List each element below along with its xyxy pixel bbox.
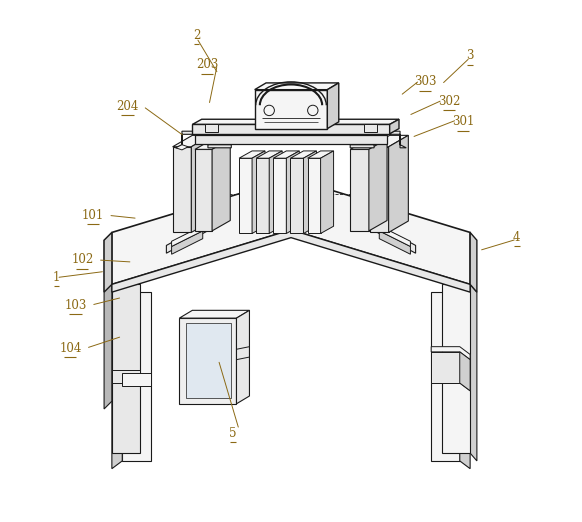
Polygon shape [379, 231, 410, 254]
Text: 203: 203 [196, 58, 218, 71]
Polygon shape [350, 131, 406, 148]
Polygon shape [269, 151, 282, 233]
Polygon shape [122, 373, 151, 386]
Polygon shape [192, 119, 399, 124]
Text: 3: 3 [466, 50, 474, 63]
Polygon shape [379, 226, 410, 246]
Polygon shape [369, 139, 387, 231]
Polygon shape [350, 139, 387, 149]
Polygon shape [179, 318, 236, 404]
Polygon shape [274, 158, 286, 233]
Text: 204: 204 [116, 100, 139, 113]
Polygon shape [389, 135, 409, 232]
Polygon shape [431, 370, 460, 383]
Polygon shape [112, 178, 470, 284]
Polygon shape [104, 232, 112, 409]
Polygon shape [370, 147, 389, 232]
Polygon shape [195, 149, 212, 231]
Polygon shape [370, 135, 409, 147]
Polygon shape [308, 158, 321, 233]
Polygon shape [255, 90, 327, 128]
Polygon shape [390, 119, 399, 134]
Polygon shape [327, 83, 339, 128]
Polygon shape [192, 124, 390, 134]
Text: 104: 104 [59, 342, 81, 355]
Polygon shape [290, 158, 303, 233]
Polygon shape [460, 352, 470, 391]
Polygon shape [112, 284, 140, 453]
Polygon shape [321, 151, 333, 233]
Text: 2: 2 [193, 29, 200, 42]
Polygon shape [364, 124, 377, 132]
Polygon shape [173, 135, 211, 147]
Polygon shape [179, 310, 250, 318]
Text: 5: 5 [229, 427, 237, 440]
Polygon shape [112, 230, 470, 292]
Polygon shape [176, 145, 188, 150]
Polygon shape [431, 347, 470, 360]
Polygon shape [460, 370, 470, 391]
Polygon shape [195, 139, 230, 149]
Polygon shape [191, 135, 211, 232]
Polygon shape [308, 151, 333, 158]
Text: 4: 4 [513, 231, 521, 244]
Text: 101: 101 [81, 209, 104, 222]
Text: 303: 303 [414, 75, 436, 88]
Polygon shape [172, 231, 203, 254]
Polygon shape [274, 151, 299, 158]
Polygon shape [255, 83, 339, 90]
Text: 103: 103 [65, 299, 87, 312]
Polygon shape [350, 149, 369, 231]
Polygon shape [303, 151, 317, 233]
Polygon shape [442, 284, 470, 453]
Text: 1: 1 [52, 271, 60, 284]
Polygon shape [173, 147, 191, 232]
Polygon shape [431, 292, 460, 461]
Polygon shape [166, 212, 229, 253]
Text: 102: 102 [71, 254, 93, 266]
Polygon shape [460, 292, 470, 469]
Polygon shape [239, 158, 252, 233]
Polygon shape [290, 151, 317, 158]
Polygon shape [256, 158, 269, 233]
Polygon shape [112, 370, 140, 383]
Polygon shape [122, 292, 151, 461]
Polygon shape [112, 292, 122, 469]
Polygon shape [256, 151, 282, 158]
Polygon shape [286, 151, 299, 233]
Polygon shape [195, 129, 396, 135]
Polygon shape [431, 352, 460, 383]
Polygon shape [212, 139, 230, 231]
Polygon shape [176, 131, 231, 148]
Polygon shape [236, 310, 250, 404]
Polygon shape [353, 212, 416, 253]
Text: 301: 301 [452, 115, 474, 128]
Polygon shape [195, 135, 387, 144]
Polygon shape [470, 284, 477, 461]
Polygon shape [104, 232, 112, 292]
Polygon shape [205, 124, 218, 132]
Text: 302: 302 [438, 94, 460, 108]
Polygon shape [252, 151, 265, 233]
Polygon shape [172, 226, 203, 246]
Polygon shape [470, 232, 477, 292]
Polygon shape [239, 151, 265, 158]
Polygon shape [186, 323, 231, 398]
